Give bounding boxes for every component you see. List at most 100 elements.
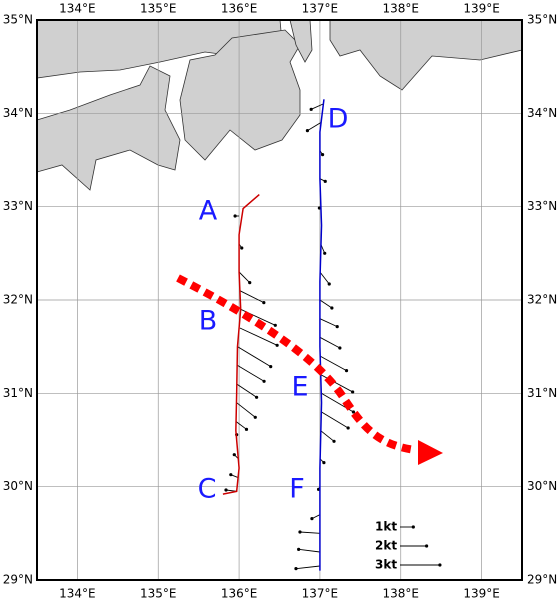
vector-tip xyxy=(338,346,342,350)
vector-tip xyxy=(232,453,236,457)
lat-label: 32°N xyxy=(3,293,33,307)
station-label: C xyxy=(198,474,217,505)
vector-tip xyxy=(244,427,249,431)
lat-label: 29°N xyxy=(527,573,557,587)
ship-track xyxy=(222,193,260,495)
vector-tip xyxy=(332,439,336,443)
lat-label: 32°N xyxy=(527,293,557,307)
flow-arrow xyxy=(176,274,416,454)
vector-tip xyxy=(255,395,259,399)
lon-label: 138°E xyxy=(383,587,420,601)
lon-label: 135°E xyxy=(140,2,177,16)
legend-tip xyxy=(438,563,442,567)
current-vector xyxy=(239,327,278,346)
vector-tip xyxy=(344,369,349,373)
current-vector xyxy=(236,383,257,398)
vector-tip xyxy=(310,517,314,521)
lat-label: 29°N xyxy=(3,573,33,587)
current-vector xyxy=(237,364,265,382)
lon-label: 136°E xyxy=(221,2,258,16)
lon-label: 134°E xyxy=(59,2,96,16)
vector-tip xyxy=(224,488,228,492)
vector-tip xyxy=(335,325,339,329)
vector-tip xyxy=(294,567,298,571)
vector-tip xyxy=(330,306,334,310)
current-vector xyxy=(310,103,324,110)
lat-label: 34°N xyxy=(527,106,557,120)
legend-tip xyxy=(411,525,415,529)
current-vector xyxy=(239,290,265,304)
lat-label: 34°N xyxy=(3,106,33,120)
current-vector xyxy=(319,299,333,309)
frame xyxy=(36,19,523,581)
ship-track xyxy=(319,99,325,571)
lat-label: 33°N xyxy=(527,199,557,213)
current-vector xyxy=(319,318,338,328)
vector-tip xyxy=(346,426,350,430)
lat-label: 31°N xyxy=(3,386,33,400)
vector-tip xyxy=(269,365,273,369)
current-vector xyxy=(295,565,320,570)
vector-tip xyxy=(248,281,252,285)
current-vector xyxy=(299,531,320,534)
legend-label: 1kt xyxy=(375,520,397,534)
current-vector xyxy=(235,420,247,430)
lon-label: 135°E xyxy=(140,587,177,601)
vector-tip xyxy=(262,379,266,383)
vector-tip xyxy=(253,415,257,419)
current-vector xyxy=(320,374,353,393)
current-vector xyxy=(319,355,347,372)
vector-tip xyxy=(322,461,326,465)
current-vector xyxy=(236,402,256,418)
lon-label: 137°E xyxy=(302,587,339,601)
lon-label: 137°E xyxy=(302,2,339,16)
legend-tip xyxy=(425,544,429,548)
current-vector xyxy=(319,271,330,285)
vector-tip xyxy=(323,251,327,255)
vector-tip xyxy=(240,246,244,250)
lon-label: 136°E xyxy=(221,587,258,601)
current-vector xyxy=(298,548,320,553)
station-label: F xyxy=(289,474,305,505)
lat-label: 35°N xyxy=(3,13,33,27)
lon-label: 139°E xyxy=(463,2,500,16)
vector-tip xyxy=(229,473,233,477)
vector-tip xyxy=(309,107,313,111)
lat-label: 35°N xyxy=(527,13,557,27)
legend-label: 3kt xyxy=(375,558,397,572)
current-vector xyxy=(320,430,335,442)
lon-label: 138°E xyxy=(383,2,420,16)
vector-tip xyxy=(233,214,237,218)
current-vector xyxy=(307,122,321,132)
lat-label: 31°N xyxy=(527,386,557,400)
vector-tip xyxy=(351,410,356,414)
station-label: B xyxy=(199,306,218,337)
vector-tip xyxy=(320,153,325,157)
flow-arrow-head xyxy=(418,440,443,465)
station-label: E xyxy=(291,372,308,403)
lat-label: 30°N xyxy=(527,479,557,493)
labels: 134°E 134°E 135°E 135°E 136°E 136°E 137°E 137°E… xyxy=(3,2,558,601)
vector-tip xyxy=(298,530,302,534)
current-vector xyxy=(321,411,349,429)
lon-label: 134°E xyxy=(59,587,96,601)
tracks xyxy=(222,99,356,571)
lon-label: 139°E xyxy=(463,587,500,601)
vector-tip xyxy=(305,129,310,133)
current-vector xyxy=(237,346,271,368)
station-label: A xyxy=(199,196,218,227)
vector-tip xyxy=(323,179,327,183)
vector-tip xyxy=(262,301,266,305)
current-vector xyxy=(238,271,251,283)
lat-label: 30°N xyxy=(3,479,33,493)
lat-label: 33°N xyxy=(3,199,33,213)
vector-tip xyxy=(351,390,355,394)
vector-tip xyxy=(297,547,301,551)
land xyxy=(36,19,523,191)
legend-label: 2kt xyxy=(375,539,397,553)
station-label: D xyxy=(328,104,349,135)
vector-tip xyxy=(275,343,279,347)
vector-tip xyxy=(273,323,277,327)
vector-tip xyxy=(327,282,331,286)
